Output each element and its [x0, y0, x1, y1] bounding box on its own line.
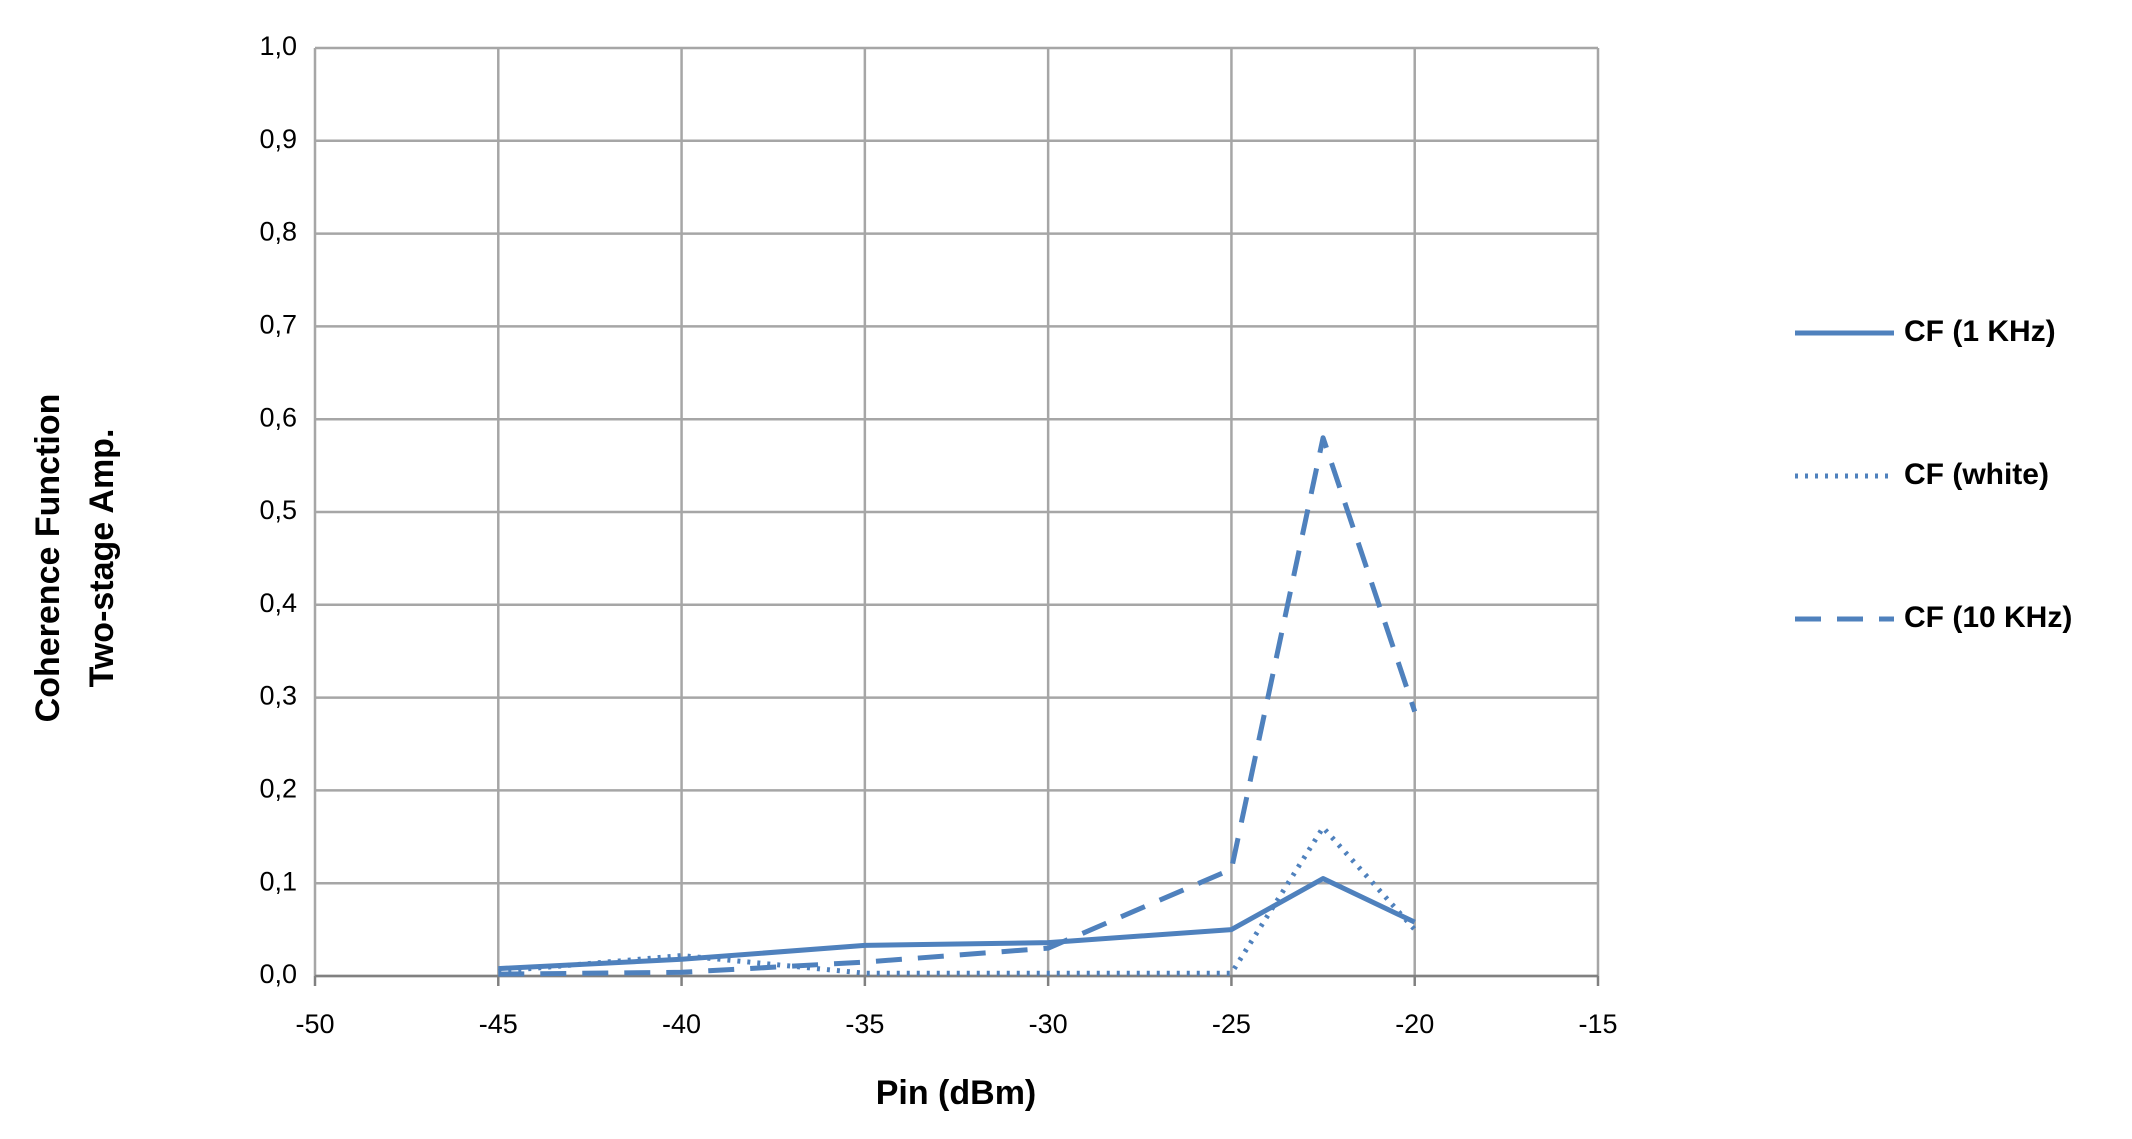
x-tick-label: -25 — [1212, 1009, 1251, 1039]
series-line — [498, 876, 1416, 972]
y-tick-label: 0,8 — [259, 217, 297, 247]
legend-label: CF (1 KHz) — [1904, 315, 2056, 348]
series-line — [498, 435, 1418, 977]
y-tick-label: 0,3 — [259, 681, 297, 711]
y-tick-label: 0,5 — [259, 495, 297, 525]
y-tick-label: 0,4 — [259, 588, 297, 618]
y-tick-label: 0,2 — [259, 774, 297, 804]
x-tick-label: -30 — [1029, 1009, 1068, 1039]
x-tick-label: -15 — [1578, 1009, 1617, 1039]
x-tick-label: -45 — [479, 1009, 518, 1039]
y-tick-label: 0,7 — [259, 310, 297, 340]
x-tick-label: -35 — [845, 1009, 884, 1039]
series-line — [498, 825, 1417, 976]
legend-label: CF (10 KHz) — [1904, 601, 2072, 634]
x-tick-label: -20 — [1395, 1009, 1434, 1039]
y-tick-label: 0,0 — [259, 959, 297, 989]
x-tick-label: -50 — [295, 1009, 334, 1039]
y-tick-label: 0,6 — [259, 402, 297, 432]
y-axis-title: Coherence Function — [29, 394, 67, 723]
y-tick-label: 0,9 — [259, 124, 297, 154]
y-tick-label: 1,0 — [259, 31, 297, 61]
x-tick-label: -40 — [662, 1009, 701, 1039]
legend-label: CF (white) — [1904, 458, 2049, 491]
y-axis-title: Two-stage Amp. — [83, 429, 121, 688]
y-tick-label: 0,1 — [259, 866, 297, 896]
x-axis-title: Pin (dBm) — [876, 1074, 1037, 1112]
